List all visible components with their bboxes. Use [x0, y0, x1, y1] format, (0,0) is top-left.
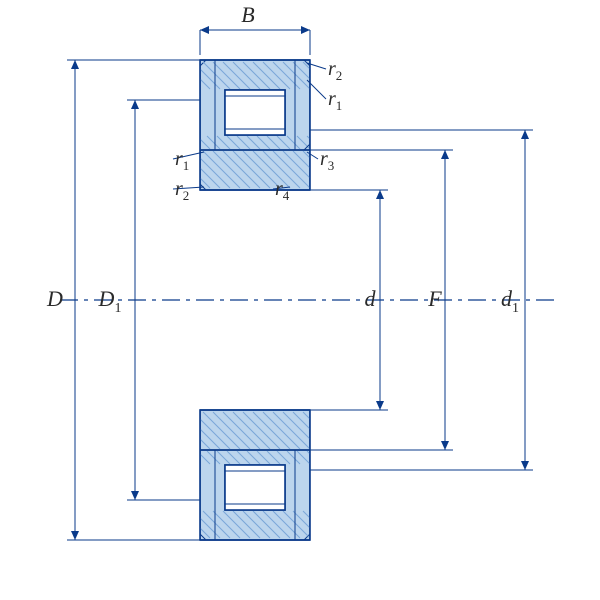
svg-text:D: D	[46, 286, 63, 311]
svg-text:F: F	[427, 286, 442, 311]
svg-text:B: B	[241, 2, 254, 27]
svg-text:d: d	[365, 286, 377, 311]
